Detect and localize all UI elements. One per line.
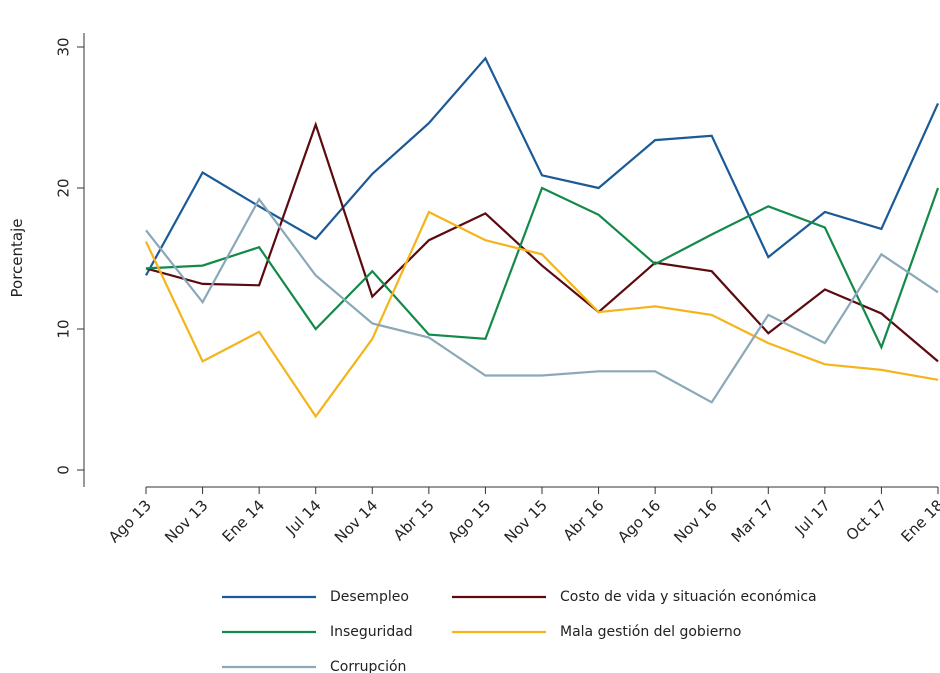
x-tick-label: Ago 16 [614,496,664,546]
x-tick-label: Mar 17 [728,496,778,546]
y-axis-title: Porcentaje [8,219,26,298]
y-tick-label: 0 [55,465,73,475]
legend-label: Inseguridad [330,624,413,640]
x-tick-label: Nov 13 [161,496,211,546]
x-tick-label: Nov 15 [501,496,551,546]
y-tick-label: 30 [55,37,73,56]
y-tick-label: 10 [55,319,73,338]
series-lines [145,56,940,419]
x-tick-label: Ene 18 [897,496,940,546]
x-tick-label: Jul 14 [282,496,325,539]
series-line-1 [145,56,940,276]
x-tick-label: Abr 16 [560,496,608,544]
series-line-5 [145,197,939,404]
x-ticks: Ago 13 Nov 13 Ene 14 Jul 14 Nov 14 Abr 15 Ago … [105,487,940,547]
y-tick-label: 20 [55,178,73,197]
legend-label: Costo de vida y situación económica [560,589,817,605]
series-line-4 [145,210,939,419]
x-tick-label: Ene 14 [219,496,269,546]
legend-label: Mala gestión del gobierno [560,624,741,640]
axes: Porcentaje [8,33,938,488]
x-tick-label: Nov 14 [331,496,381,546]
legend-label: Desempleo [330,589,409,605]
y-ticks: 0 10 20 30 [55,37,84,475]
x-tick-label: Ago 15 [444,496,494,546]
x-tick-label: Ago 13 [105,496,155,546]
x-tick-label: Jul 17 [791,496,834,539]
x-tick-label: Nov 16 [670,496,720,546]
series-line-3 [145,186,940,351]
x-tick-label: Abr 15 [390,496,438,544]
x-tick-label: Oct 17 [842,496,890,544]
series-line-2 [145,121,939,363]
legend: Desempleo Costo de vida y situación econó… [222,589,817,673]
legend-label: Corrupción [330,659,406,673]
